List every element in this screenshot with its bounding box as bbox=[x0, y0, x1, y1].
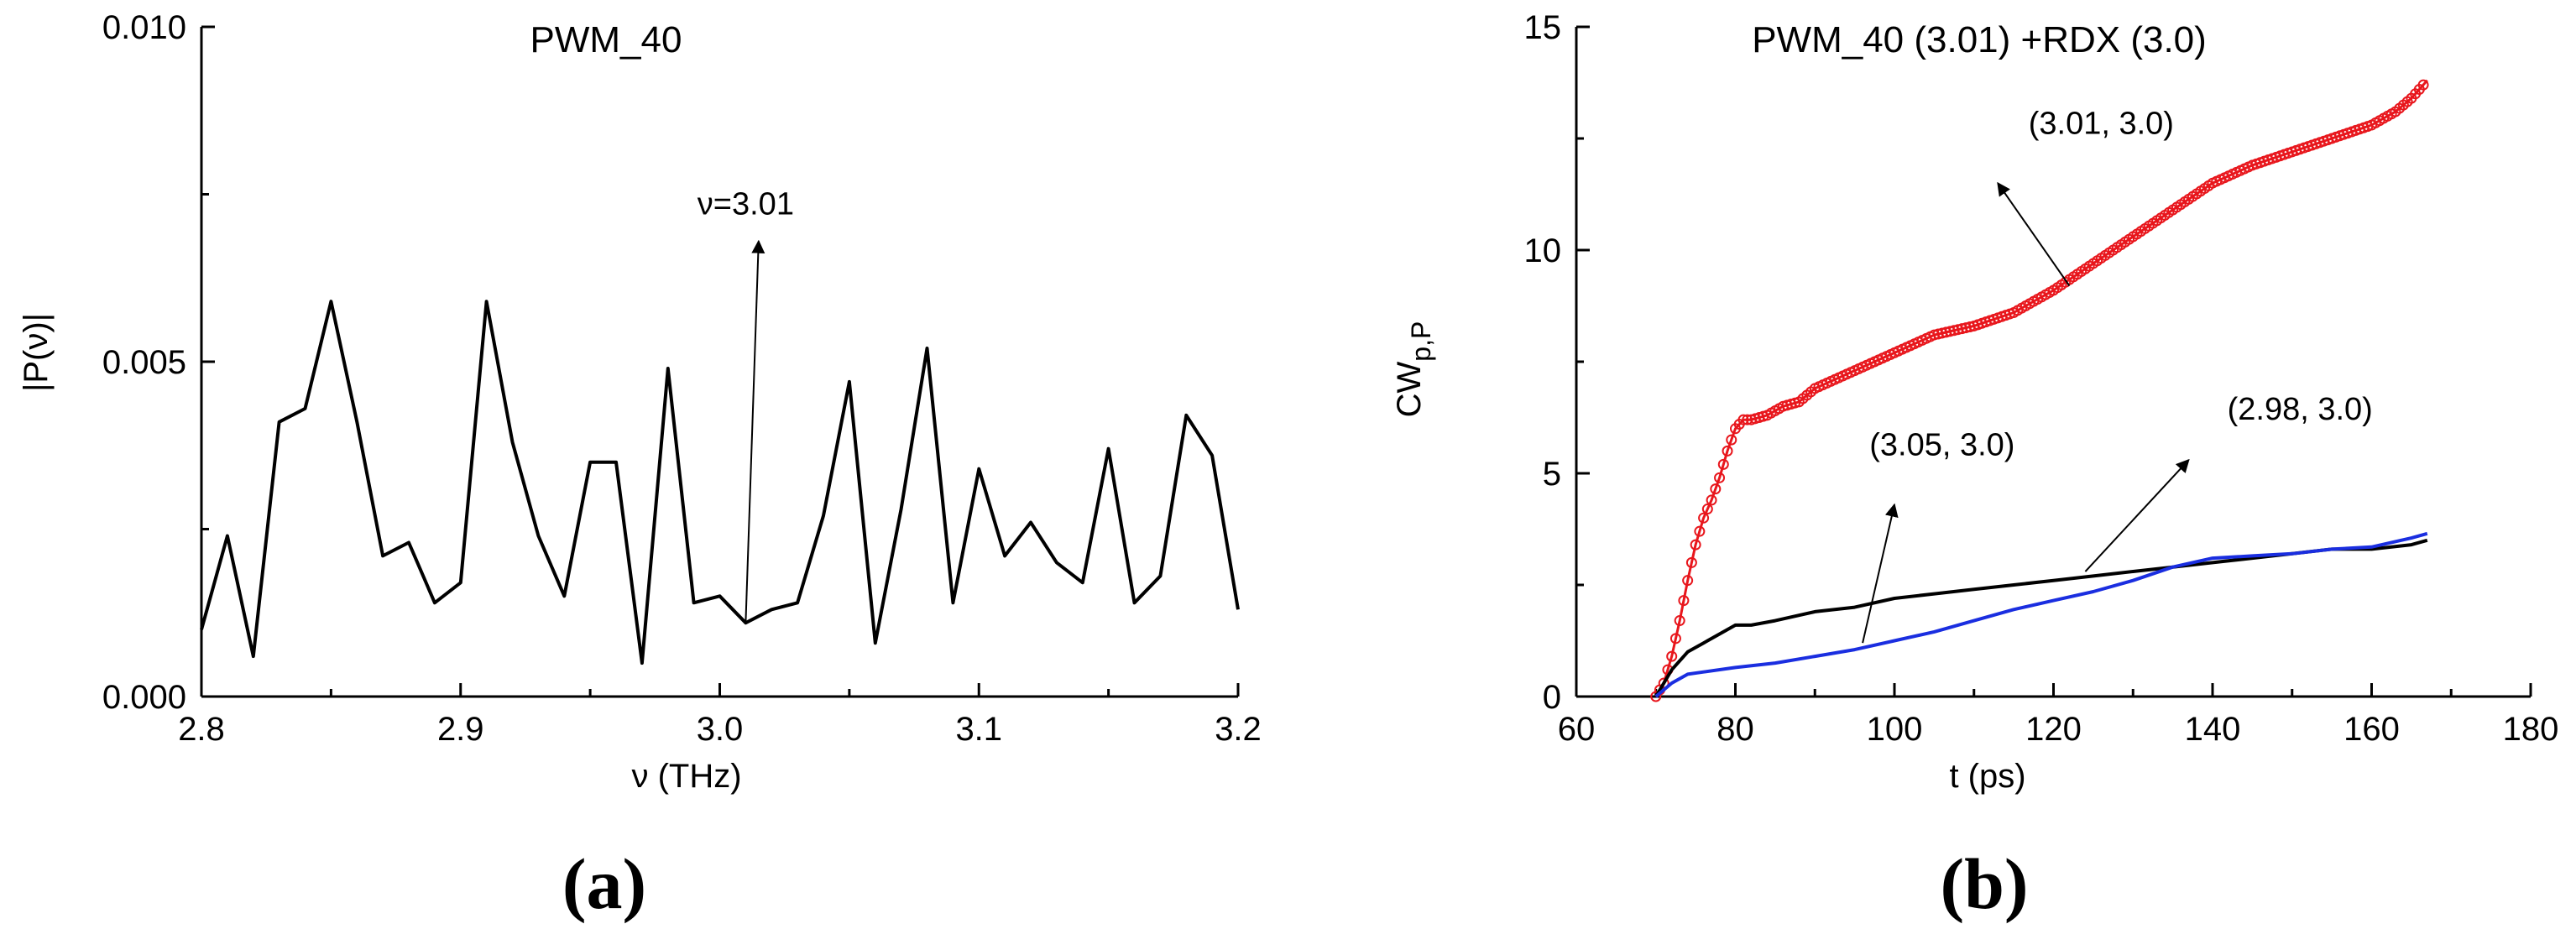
chart-a-x-tick-label: 3.0 bbox=[697, 711, 744, 748]
chart-b-annotation-label: (2.98, 3.0) bbox=[2228, 392, 2373, 427]
chart-b-series-point bbox=[1669, 633, 1681, 645]
chart-b-series-point bbox=[2417, 79, 2429, 91]
chart-b-x-tick-label: 160 bbox=[2343, 711, 2400, 748]
chart-a-x-tick-label: 3.2 bbox=[1215, 711, 1262, 748]
chart-a-x-tick-label: 3.1 bbox=[955, 711, 1002, 748]
chart-b-y-tick-label: 15 bbox=[1524, 9, 1562, 46]
chart-b-series-point bbox=[1701, 504, 1713, 515]
chart-b-y-tick-label: 0 bbox=[1543, 679, 1561, 716]
chart-b-y-tick-label: 10 bbox=[1524, 232, 1562, 269]
chart-b-series-point bbox=[1674, 615, 1685, 627]
chart-b-y-axis-title: CWp,P bbox=[1391, 321, 1436, 418]
chart-b-x-tick-label: 180 bbox=[2503, 711, 2559, 748]
chart-b-series-point bbox=[1742, 414, 1753, 425]
chart-b-x-tick-label: 100 bbox=[1867, 711, 1923, 748]
chart-a-annotation-arrow bbox=[745, 239, 765, 624]
chart-b-series-point bbox=[1722, 445, 1733, 457]
chart-b-x-tick-label: 80 bbox=[1716, 711, 1754, 748]
chart-b: PWM_40 (3.01) +RDX (3.0) t (ps) CWp,P (b… bbox=[1391, 9, 2558, 924]
chart-b-series-line bbox=[1654, 538, 2428, 698]
chart-b-annotation-arrow bbox=[1862, 503, 1899, 644]
chart-b-series-point bbox=[1685, 556, 1697, 568]
chart-b-annotation-label: (3.05, 3.0) bbox=[1869, 428, 2014, 463]
chart-a-plot-area: 2.8 2.9 3.0 3.1 3.2 0.000 0.005 0.010 ν=3.01 bbox=[102, 9, 1262, 748]
chart-a-title: PWM_40 bbox=[530, 19, 682, 60]
chart-b-title: PWM_40 (3.01) +RDX (3.0) bbox=[1752, 19, 2207, 60]
chart-b-series-point bbox=[1678, 595, 1690, 607]
chart-b-series-point bbox=[1698, 512, 1710, 524]
chart-b-series-point bbox=[1694, 525, 1706, 537]
chart-b-series-point bbox=[1714, 472, 1726, 483]
chart-a-y-tick-label: 0.000 bbox=[102, 679, 186, 716]
chart-a-y-axis-title: |P(ν)| bbox=[18, 313, 55, 392]
chart-b-x-tick-label: 140 bbox=[2185, 711, 2241, 748]
chart-b-series-point bbox=[1690, 539, 1701, 551]
chart-a-series-line bbox=[200, 300, 1240, 665]
chart-b-panel-label: (b) bbox=[1940, 843, 2028, 924]
chart-b-series-point bbox=[1682, 575, 1694, 587]
chart-b-annotation-arrow bbox=[2084, 458, 2190, 572]
chart-b-plot-area: 60 80 100 120 140 160 180 0 5 10 15 (3.01, 3.0) (3.0… bbox=[1524, 9, 2559, 748]
chart-b-y-axis-title-main: CW bbox=[1391, 361, 1428, 417]
chart-b-x-tick-label: 120 bbox=[2025, 711, 2082, 748]
chart-a-x-tick-label: 2.8 bbox=[178, 711, 225, 748]
chart-a-x-axis-title: ν (THz) bbox=[631, 758, 741, 795]
chart-b-series-point bbox=[1717, 458, 1729, 470]
chart-b-series-point bbox=[1726, 434, 1737, 446]
chart-a-y-tick-label: 0.010 bbox=[102, 9, 186, 46]
chart-b-y-axis-title-sub: p,P bbox=[1406, 321, 1436, 362]
chart-b-annotation-label: (3.01, 3.0) bbox=[2029, 107, 2174, 142]
chart-b-x-axis-title: t (ps) bbox=[1949, 758, 2025, 795]
chart-b-series-point bbox=[1737, 414, 1749, 425]
chart-a: PWM_40 ν (THz) |P(ν)| (a) 2.8 2.9 3.0 3.1 3.… bbox=[18, 9, 1262, 924]
chart-b-series-point bbox=[1706, 494, 1717, 506]
chart-b-x-tick-label: 60 bbox=[1558, 711, 1596, 748]
chart-a-panel-label: (a) bbox=[562, 843, 646, 924]
chart-b-series-line bbox=[1654, 531, 2428, 698]
chart-a-annotation-label: ν=3.01 bbox=[698, 186, 794, 222]
chart-b-series-point bbox=[1710, 483, 1722, 495]
chart-a-y-tick-label: 0.005 bbox=[102, 344, 186, 381]
chart-b-series-point bbox=[1666, 650, 1678, 662]
chart-b-y-tick-label: 5 bbox=[1543, 456, 1561, 493]
chart-b-annotation-arrow bbox=[1997, 181, 2071, 287]
chart-a-x-tick-label: 2.9 bbox=[437, 711, 484, 748]
